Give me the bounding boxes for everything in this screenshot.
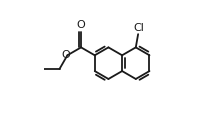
Text: O: O [76, 20, 85, 30]
Text: O: O [61, 50, 70, 60]
Text: Cl: Cl [133, 23, 144, 33]
